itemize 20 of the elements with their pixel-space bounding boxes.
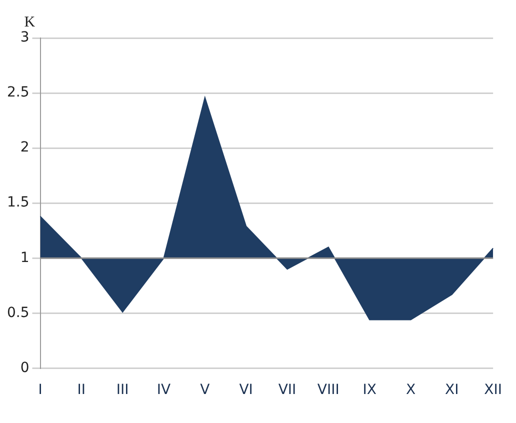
x-tick-label: VII: [278, 382, 296, 398]
x-tick-label: III: [116, 382, 129, 398]
y-tick-label: 2.5: [7, 84, 30, 101]
x-tick-label: I: [38, 382, 42, 398]
x-tick-label: X: [406, 382, 416, 398]
y-tick-label: 3: [20, 30, 30, 46]
y-tick-label: 1.5: [7, 194, 30, 211]
y-tick-label: 0.5: [7, 304, 30, 321]
x-tick-label: II: [77, 382, 86, 398]
x-tick-label: XI: [445, 382, 459, 398]
x-tick-label: IX: [362, 382, 377, 398]
x-tick-label: XII: [484, 382, 502, 398]
y-tick-label: 2: [20, 140, 30, 156]
y-tick-label: 0: [20, 360, 30, 376]
x-tick-label: VI: [239, 382, 253, 398]
x-tick-label: IV: [156, 382, 172, 398]
y-axis-title: K: [24, 14, 36, 30]
y-tick-label: 1: [20, 250, 30, 266]
x-tick-label: VIII: [317, 382, 340, 398]
x-tick-label: V: [200, 382, 210, 398]
